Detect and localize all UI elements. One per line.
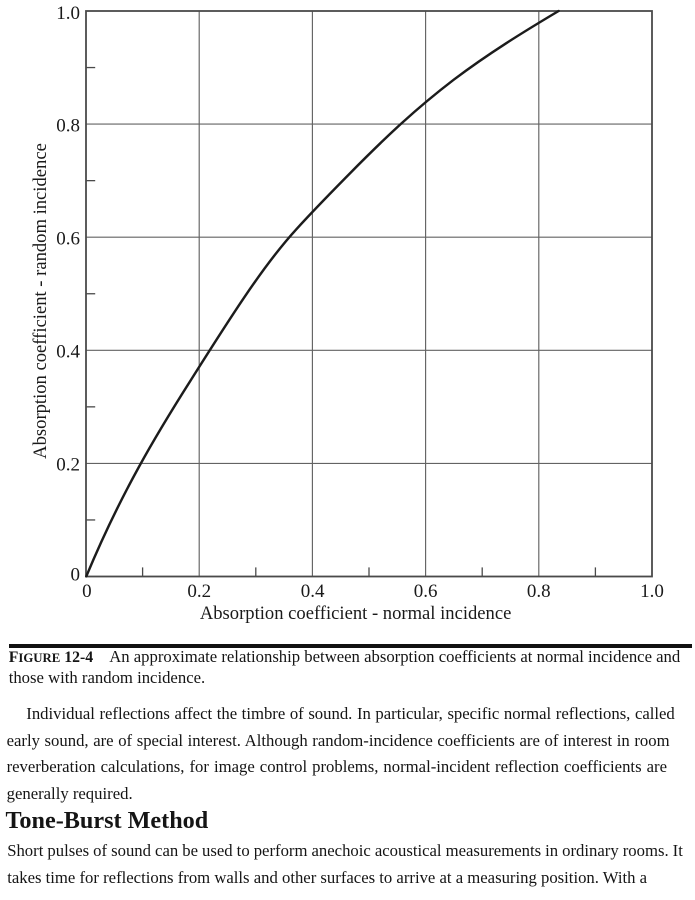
svg-text:0.8: 0.8 [56, 115, 80, 136]
svg-text:0.2: 0.2 [56, 455, 80, 476]
svg-text:Absorption coefficient - norma: Absorption coefficient - normal incidenc… [200, 603, 512, 624]
svg-text:1.0: 1.0 [640, 581, 664, 602]
svg-text:Absorption coefficient - rando: Absorption coefficient - random incidenc… [30, 143, 51, 459]
svg-text:0.6: 0.6 [414, 581, 438, 602]
svg-text:1.0: 1.0 [56, 3, 80, 24]
svg-text:0.4: 0.4 [301, 581, 325, 602]
svg-text:0.6: 0.6 [56, 229, 80, 250]
svg-text:0.4: 0.4 [56, 342, 80, 363]
svg-text:0.8: 0.8 [527, 581, 551, 602]
svg-text:0.2: 0.2 [187, 581, 211, 602]
svg-text:0: 0 [71, 564, 81, 585]
svg-text:0: 0 [82, 581, 92, 602]
